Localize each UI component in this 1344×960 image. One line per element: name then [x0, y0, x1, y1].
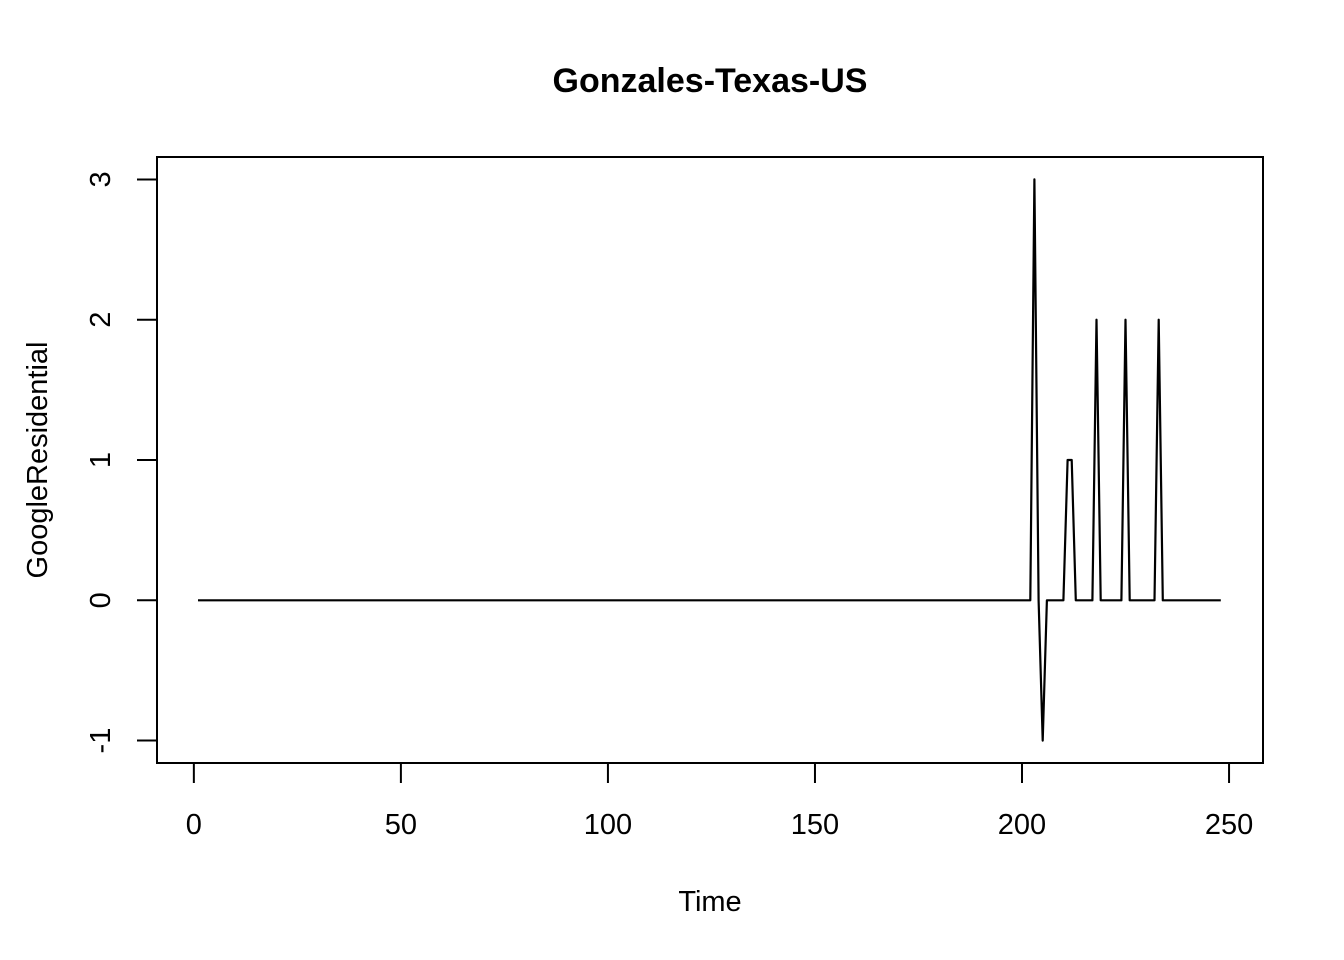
x-tick-label: 0 [186, 809, 202, 841]
y-tick-label: -1 [85, 728, 117, 754]
chart-title: Gonzales-Texas-US [553, 62, 868, 100]
series-layer [198, 178, 1221, 742]
x-tick-label: 100 [584, 809, 632, 841]
y-axis-label: GoogleResidential [22, 342, 54, 579]
y-tick-label: 1 [85, 452, 117, 468]
y-tick-label: 2 [85, 312, 117, 328]
series-line [198, 178, 1221, 742]
x-tick-label: 200 [998, 809, 1046, 841]
y-axis: -1 0 1 2 3 [85, 171, 158, 754]
y-tick-label: 3 [85, 171, 117, 187]
y-tick-label: 0 [85, 592, 117, 608]
x-tick-label: 250 [1205, 809, 1253, 841]
plot-frame [156, 156, 1264, 764]
x-tick-label: 150 [791, 809, 839, 841]
x-axis-label: Time [678, 886, 741, 918]
x-axis: 0 50 100 150 200 250 [186, 762, 1253, 841]
x-tick-label: 50 [385, 809, 417, 841]
